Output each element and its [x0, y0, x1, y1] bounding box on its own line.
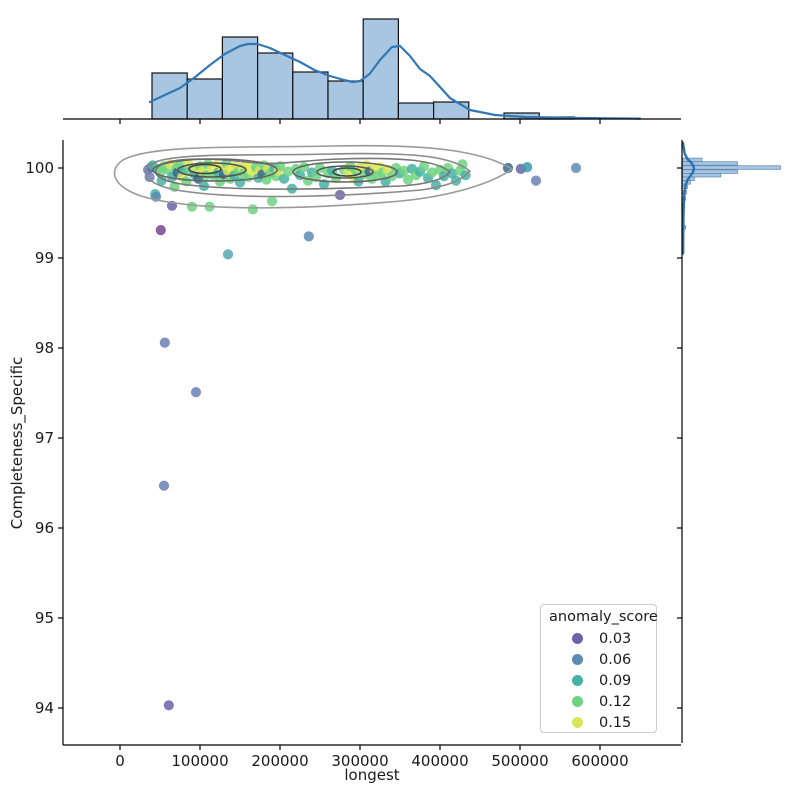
- legend-swatch-icon: [572, 654, 583, 665]
- top-hist-bar: [433, 101, 470, 120]
- kde-contour-level3: [154, 157, 451, 190]
- top-kde-line: [148, 42, 642, 120]
- y-tick-label: 96: [35, 519, 54, 537]
- legend-entry: 0.15: [541, 712, 656, 733]
- legend-swatch-icon: [572, 633, 583, 644]
- legend-swatch-icon: [572, 675, 583, 686]
- x-axis-label: longest: [344, 766, 399, 784]
- legend-entry-label: 0.15: [599, 714, 632, 731]
- scatter-point: [570, 162, 582, 174]
- kde-contour-level6-lobe-b: [332, 167, 362, 177]
- top-marginal-histogram: [151, 18, 576, 120]
- top-hist-bar: [151, 72, 188, 120]
- scatter-point: [402, 174, 414, 185]
- kde-contour-level1: [113, 144, 513, 209]
- legend-swatch-icon: [572, 696, 583, 707]
- y-tick-label: 95: [35, 609, 54, 627]
- scatter-point: [266, 196, 278, 207]
- axes-spines-and-ticks: 0 100000 200000 300000 400000 500000 600000 100…: [25, 118, 683, 770]
- y-tick-label: 98: [35, 339, 54, 357]
- kde-contour-level4-lobe-a: [152, 158, 278, 182]
- scatter-point: [159, 337, 170, 348]
- y-tick-label: 100: [25, 159, 54, 177]
- scatter-point: [303, 231, 314, 242]
- legend-entry: 0.06: [541, 649, 656, 670]
- legend-entry-label: 0.12: [599, 693, 632, 710]
- kde-contour-level5-lobe-b: [316, 165, 374, 179]
- scatter-points-layer: [142, 158, 582, 711]
- legend: anomaly_score 0.03 0.06 0.09 0.12 0.15: [540, 604, 658, 733]
- kde-contours: [113, 144, 513, 209]
- y-tick-label: 97: [35, 429, 54, 447]
- scatter-point: [282, 166, 294, 177]
- kde-contour-level6-lobe-a: [188, 163, 222, 175]
- scatter-point: [144, 171, 155, 183]
- top-marginal-kde-curve: [148, 42, 642, 120]
- top-hist-bar: [221, 36, 259, 120]
- scatter-point: [156, 175, 167, 186]
- x-tick-label: 400000: [411, 752, 468, 770]
- y-tick-label: 99: [35, 249, 54, 267]
- legend-title: anomaly_score: [549, 609, 658, 625]
- x-tick-label: 0: [115, 752, 125, 770]
- x-tick-label: 100000: [171, 752, 228, 770]
- scatter-point: [186, 201, 198, 212]
- kde-contour-level4-lobe-b: [292, 161, 398, 183]
- scatter-point: [155, 225, 166, 236]
- right-hist-bar: [682, 173, 722, 178]
- top-hist-bar: [397, 102, 435, 120]
- legend-swatch-icon: [572, 717, 583, 728]
- kde-contour-level2: [144, 152, 471, 198]
- legend-entry: 0.09: [541, 670, 656, 691]
- x-tick-label: 500000: [491, 752, 548, 770]
- scatter-point: [522, 162, 533, 173]
- right-hist-bar: [682, 169, 738, 174]
- right-kde-line: [681, 141, 696, 255]
- legend-entry-label: 0.03: [599, 630, 632, 647]
- x-tick-label: 300000: [331, 752, 388, 770]
- scatter-point: [247, 204, 258, 215]
- scatter-point: [418, 161, 430, 172]
- right-marginal-kde-curve: [681, 141, 696, 255]
- right-hist-bar: [682, 165, 781, 170]
- legend-entry-label: 0.09: [599, 672, 632, 689]
- top-hist-bar: [292, 71, 329, 120]
- scatter-point: [158, 480, 170, 491]
- scatter-point: [163, 700, 174, 711]
- y-tick-label: 94: [35, 699, 54, 717]
- legend-entry: 0.03: [541, 628, 656, 649]
- right-marginal-histogram: [682, 157, 781, 230]
- scatter-point: [190, 387, 202, 398]
- scatter-point: [398, 165, 410, 176]
- x-tick-label: 600000: [571, 752, 628, 770]
- scatter-point: [530, 175, 542, 186]
- top-hist-bar: [327, 80, 364, 120]
- scatter-point: [222, 249, 234, 260]
- legend-entry-label: 0.06: [599, 651, 632, 668]
- x-tick-label: 200000: [251, 752, 308, 770]
- top-hist-bar: [362, 18, 400, 120]
- top-hist-bar: [257, 52, 294, 120]
- top-hist-bar: [186, 78, 223, 120]
- right-hist-bar: [682, 157, 703, 163]
- legend-entry: 0.12: [541, 691, 656, 712]
- scatter-point: [426, 167, 438, 178]
- kde-contour-level5-lobe-a: [177, 162, 247, 178]
- y-axis-label: Completeness_Specific: [8, 357, 27, 530]
